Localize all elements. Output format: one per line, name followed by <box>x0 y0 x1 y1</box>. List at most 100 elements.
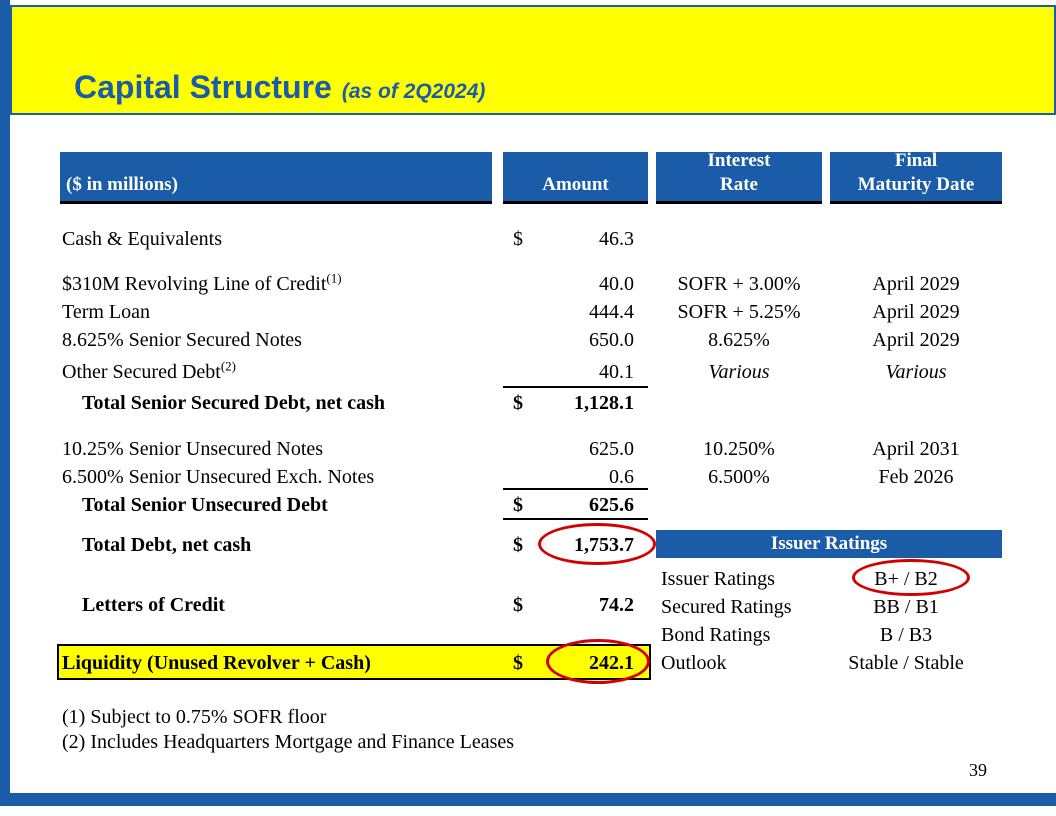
row-label-text: 6.500% Senior Unsecured Exch. Notes <box>62 466 375 488</box>
row-amount: 40.0 <box>503 271 648 297</box>
title-banner: Capital Structure (as of 2Q2024) <box>10 5 1056 115</box>
rate-value: 8.625% <box>708 329 770 351</box>
amount-value: 242.1 <box>589 652 634 674</box>
row-amount: 650.0 <box>503 327 648 353</box>
row-label: Cash & Equivalents <box>62 226 492 252</box>
amount-value: 625.0 <box>589 438 634 460</box>
row-label: $310M Revolving Line of Credit(1) <box>62 271 492 297</box>
row-label-text: Total Debt, net cash <box>82 534 252 556</box>
row-label-text: Term Loan <box>62 301 151 323</box>
footnote-marker: (1) <box>326 270 342 286</box>
maturity-value: April 2029 <box>872 329 960 351</box>
liquidity-highlight-box <box>57 644 651 680</box>
column-header-interest-rate: Interest Rate <box>656 150 822 204</box>
amount-value: 1,753.7 <box>574 534 634 556</box>
amount-rule <box>503 488 648 490</box>
footnote-marker: (2) <box>220 358 236 374</box>
table-row-term-loan: Term Loan 444.4 SOFR + 5.25% April 2029 <box>0 299 1056 325</box>
ratings-row-secured: Secured Ratings BB / B1 <box>0 594 1056 620</box>
table-row-other-secured-debt: Other Secured Debt(2) 40.1 Various Vario… <box>0 359 1056 385</box>
amount-value: 0.6 <box>609 466 634 488</box>
table-row-letters-of-credit: Letters of Credit $74.2 <box>0 592 1056 618</box>
row-amount: $242.1 <box>503 650 648 676</box>
maturity-value: April 2029 <box>872 301 960 323</box>
dollar-sign: $ <box>513 228 523 250</box>
table-row-cash: Cash & Equivalents $46.3 <box>0 226 1056 252</box>
row-amount: 625.0 <box>503 436 648 462</box>
rating-value: B / B3 <box>879 624 933 646</box>
rate-value: SOFR + 3.00% <box>677 273 801 295</box>
bottom-accent-bar <box>0 793 1056 806</box>
amount-rule <box>503 518 648 520</box>
amount-value: 650.0 <box>589 329 634 351</box>
rating-label: Outlook <box>661 652 727 674</box>
dollar-sign: $ <box>513 534 523 556</box>
column-header-interest-line2: Rate <box>720 174 758 195</box>
amount-value: 1,128.1 <box>574 392 634 414</box>
ratings-row-outlook: Outlook Stable / Stable <box>0 650 1056 676</box>
amount-value: 74.2 <box>599 594 634 616</box>
row-amount: 40.1 <box>503 359 648 385</box>
row-label-text: 8.625% Senior Secured Notes <box>62 329 302 351</box>
rate-value: Various <box>708 361 770 383</box>
column-header-amount-text: Amount <box>542 174 609 195</box>
row-amount: $46.3 <box>503 226 648 252</box>
row-label: Term Loan <box>62 299 492 325</box>
row-label: Liquidity (Unused Revolver + Cash) <box>62 650 492 676</box>
dollar-sign: $ <box>513 392 523 414</box>
title-line: Capital Structure (as of 2Q2024) <box>74 69 485 106</box>
rate-value: 10.250% <box>703 438 775 460</box>
row-label-text: 10.25% Senior Unsecured Notes <box>62 438 324 460</box>
table-row-liquidity: Liquidity (Unused Revolver + Cash) $242.… <box>0 650 1056 676</box>
maturity-value: Feb 2026 <box>878 466 954 488</box>
ratings-row-bond: Bond Ratings B / B3 <box>0 622 1056 648</box>
column-header-label: ($ in millions) <box>60 152 492 204</box>
row-amount: $625.6 <box>503 492 648 518</box>
row-label: 8.625% Senior Secured Notes <box>62 327 492 353</box>
row-amount: $1,753.7 <box>503 532 648 558</box>
row-amount: $74.2 <box>503 592 648 618</box>
page-number: 39 <box>969 760 987 780</box>
rating-value: B+ / B2 <box>874 568 938 590</box>
column-header-amount: Amount <box>503 152 648 204</box>
row-label: Other Secured Debt(2) <box>62 359 492 385</box>
table-row-unsecured-notes: 10.25% Senior Unsecured Notes 625.0 10.2… <box>0 436 1056 462</box>
row-label-text: Liquidity (Unused Revolver + Cash) <box>62 652 371 674</box>
row-label: Total Senior Secured Debt, net cash <box>62 390 492 416</box>
row-label-text: $310M Revolving Line of Credit <box>62 273 327 295</box>
row-amount: 444.4 <box>503 299 648 325</box>
amount-rule <box>503 386 648 388</box>
row-label-text: Total Senior Secured Debt, net cash <box>82 392 385 414</box>
row-label-text: Total Senior Unsecured Debt <box>82 494 328 516</box>
column-header-maturity: Final Maturity Date <box>830 150 1002 204</box>
row-amount: 0.6 <box>503 464 648 490</box>
rating-value: Stable / Stable <box>848 652 964 674</box>
column-header-maturity-line1: Final <box>894 150 938 171</box>
row-label: Letters of Credit <box>62 592 492 618</box>
dollar-sign: $ <box>513 652 523 674</box>
row-label: 10.25% Senior Unsecured Notes <box>62 436 492 462</box>
maturity-value: Various <box>885 361 947 383</box>
table-row-revolver: $310M Revolving Line of Credit(1) 40.0 S… <box>0 271 1056 297</box>
amount-value: 444.4 <box>589 301 634 323</box>
dollar-sign: $ <box>513 594 523 616</box>
table-row-total-debt: Total Debt, net cash $1,753.7 <box>0 532 1056 558</box>
rating-label: Secured Ratings <box>661 596 792 618</box>
maturity-value: April 2029 <box>872 273 960 295</box>
page-subtitle: (as of 2Q2024) <box>341 80 486 103</box>
footnote-1: (1) Subject to 0.75% SOFR floor <box>62 706 327 728</box>
rating-label: Bond Ratings <box>661 624 771 646</box>
rate-value: SOFR + 5.25% <box>677 301 801 323</box>
row-label: 6.500% Senior Unsecured Exch. Notes <box>62 464 492 490</box>
ratings-row-issuer: Issuer Ratings B+ / B2 <box>0 566 1056 592</box>
left-accent-bar <box>0 0 10 806</box>
footnote-2: (2) Includes Headquarters Mortgage and F… <box>62 731 515 753</box>
table-row-total-senior-secured: Total Senior Secured Debt, net cash $1,1… <box>0 390 1056 416</box>
column-header-interest-line1: Interest <box>707 150 771 171</box>
table-row-exch-notes: 6.500% Senior Unsecured Exch. Notes 0.6 … <box>0 464 1056 490</box>
page-title: Capital Structure <box>74 69 332 105</box>
maturity-value: April 2031 <box>872 438 960 460</box>
row-label: Total Senior Unsecured Debt <box>62 492 492 518</box>
table-row-secured-notes: 8.625% Senior Secured Notes 650.0 8.625%… <box>0 327 1056 353</box>
dollar-sign: $ <box>513 494 523 516</box>
